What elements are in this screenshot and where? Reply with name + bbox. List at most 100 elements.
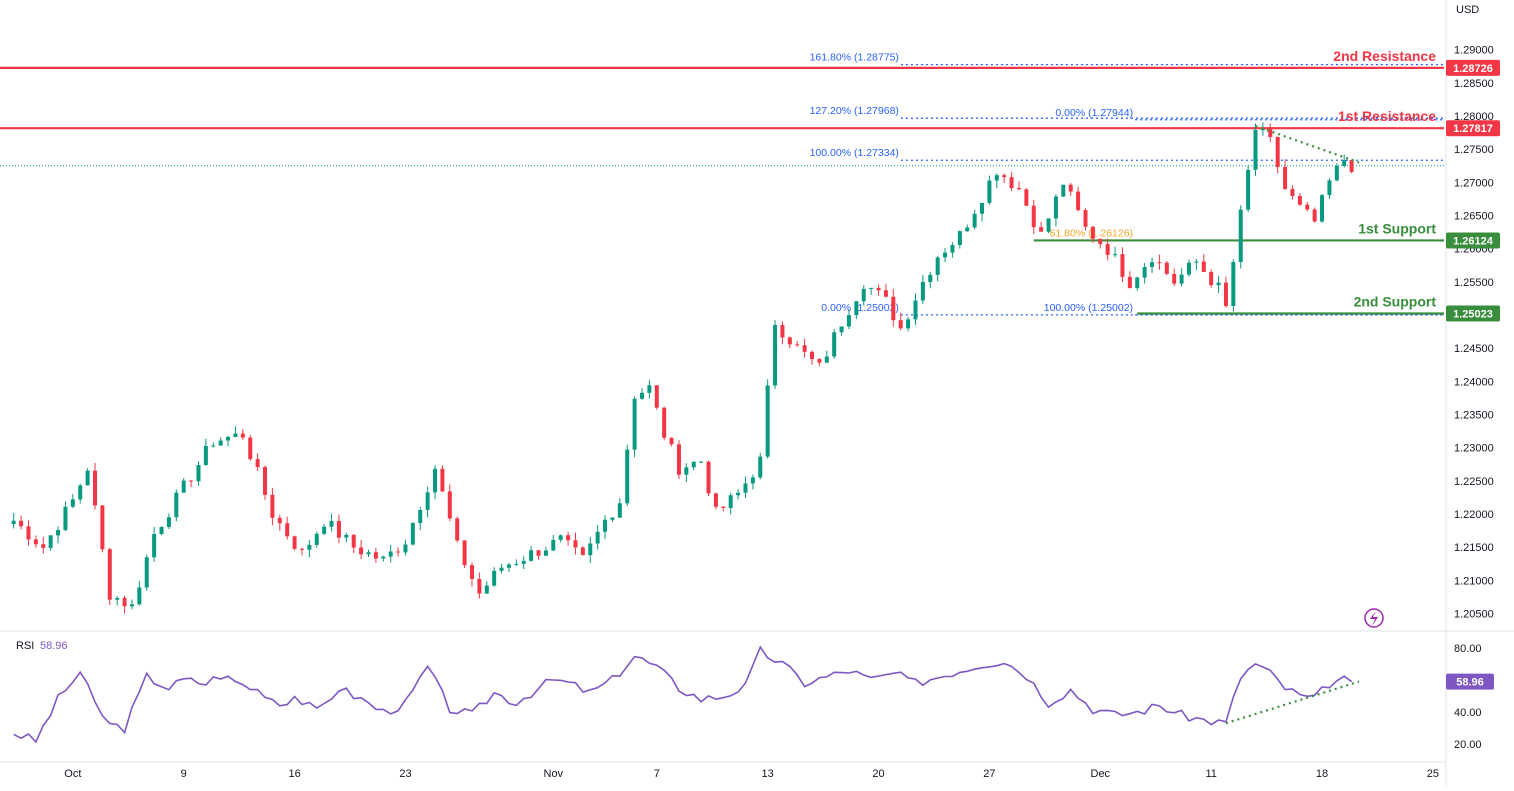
candle-body: [166, 517, 171, 527]
candle-body: [573, 540, 578, 548]
candle-body: [743, 483, 748, 493]
candle-body: [152, 534, 157, 558]
candle-body: [48, 535, 53, 548]
rsi-value-tag: [1446, 673, 1494, 690]
rsi-pane[interactable]: RSI 58.96: [13, 640, 1360, 744]
candle-body: [137, 587, 142, 605]
candle-body: [277, 517, 282, 524]
fib-level-label: 127.20% (1.27968): [810, 105, 899, 117]
time-tick-label: 23: [399, 768, 411, 780]
candle-body: [1179, 274, 1184, 284]
price-tick-label: 1.21500: [1454, 542, 1494, 554]
candle-body: [299, 548, 304, 550]
candle-body: [861, 288, 866, 302]
candle-body: [1342, 160, 1347, 166]
candle-body: [506, 564, 511, 568]
candle-body: [1105, 244, 1110, 255]
time-tick-label: 20: [872, 768, 884, 780]
rsi-line: [13, 645, 1353, 744]
candle-body: [174, 492, 179, 518]
candle-body: [521, 560, 526, 564]
candle-body: [1194, 261, 1199, 263]
candle-body: [1090, 226, 1095, 239]
candle-body: [1157, 262, 1162, 264]
candle-body: [832, 332, 837, 357]
price-tag-text-sup1: 1.26124: [1453, 235, 1494, 247]
lightning-icon: [1364, 608, 1384, 628]
level-label-res1: 1st Resistance: [1338, 108, 1436, 124]
price-tick-label: 1.26500: [1454, 211, 1494, 223]
candle-body: [810, 351, 815, 360]
candle-body: [676, 444, 681, 475]
time-tick-label: 13: [762, 768, 774, 780]
candle-body: [529, 550, 534, 561]
candle-body: [1223, 282, 1228, 307]
time-tick-label: 27: [983, 768, 995, 780]
candle-body: [322, 526, 327, 534]
fibonacci-layer: 161.80% (1.28775) 127.20% (1.27968) 100.00…: [0, 52, 1444, 316]
candle-body: [558, 535, 563, 540]
candle-body: [78, 485, 83, 500]
fib-level-label: 0.00% (1.25002): [821, 302, 899, 314]
candle-body: [381, 556, 386, 559]
candle-body: [987, 180, 992, 203]
candle-body: [1201, 261, 1206, 272]
candle-body: [144, 557, 149, 588]
candle-body: [595, 531, 600, 544]
candle-body: [366, 552, 371, 555]
candle-body: [543, 550, 548, 556]
candle-body: [1024, 189, 1029, 206]
candle-body: [1113, 254, 1118, 256]
price-tag-text-res1: 1.27817: [1453, 123, 1493, 135]
candle-body: [107, 549, 112, 600]
candle-body: [551, 539, 556, 551]
fib-level-label: 0.00% (1.27944): [1055, 107, 1133, 119]
price-tag-res1: [1446, 120, 1500, 137]
candle-body: [566, 535, 571, 541]
candle-body: [669, 437, 674, 445]
candle-body: [440, 468, 445, 492]
candle-body: [396, 551, 401, 553]
overlays-layer: [1255, 124, 1384, 628]
candle-body: [189, 480, 194, 482]
candle-body: [920, 282, 925, 301]
candle-body: [70, 499, 75, 507]
time-tick-label: 16: [288, 768, 300, 780]
candle-body: [129, 604, 134, 607]
candle-body: [100, 505, 105, 550]
rsi-trendline: [1225, 680, 1360, 725]
candle-body: [203, 445, 208, 466]
candle-body: [336, 520, 341, 538]
candle-body: [514, 563, 519, 565]
candle-body: [980, 202, 985, 214]
time-tick-label: Oct: [64, 768, 81, 780]
candle-body: [802, 345, 807, 352]
time-tick-label: 18: [1316, 768, 1328, 780]
candle-body: [33, 539, 38, 545]
candle-body: [388, 551, 393, 557]
candle-body: [1186, 262, 1191, 275]
price-tick-label: 1.21000: [1454, 575, 1494, 587]
candle-body: [876, 287, 881, 291]
candle-body: [226, 436, 231, 441]
candle-body: [56, 530, 61, 536]
candle-body: [159, 526, 164, 535]
candles-layer: [11, 122, 1354, 614]
candle-body: [1009, 177, 1014, 189]
candle-body: [85, 470, 90, 486]
candle-body: [484, 585, 489, 594]
candle-body: [1209, 271, 1214, 286]
candle-body: [285, 523, 290, 537]
level-label-sup2: 2nd Support: [1354, 293, 1437, 309]
price-tick-label: 1.25500: [1454, 277, 1494, 289]
candle-body: [1305, 204, 1310, 210]
candle-body: [1327, 180, 1332, 196]
candle-body: [588, 543, 593, 556]
candle-body: [935, 257, 940, 275]
price-tick-label: 1.28500: [1454, 78, 1494, 90]
rsi-tick-label: 80.00: [1454, 643, 1482, 655]
candle-body: [898, 320, 903, 329]
price-tick-label: 1.22000: [1454, 509, 1494, 521]
candle-body: [240, 433, 245, 438]
